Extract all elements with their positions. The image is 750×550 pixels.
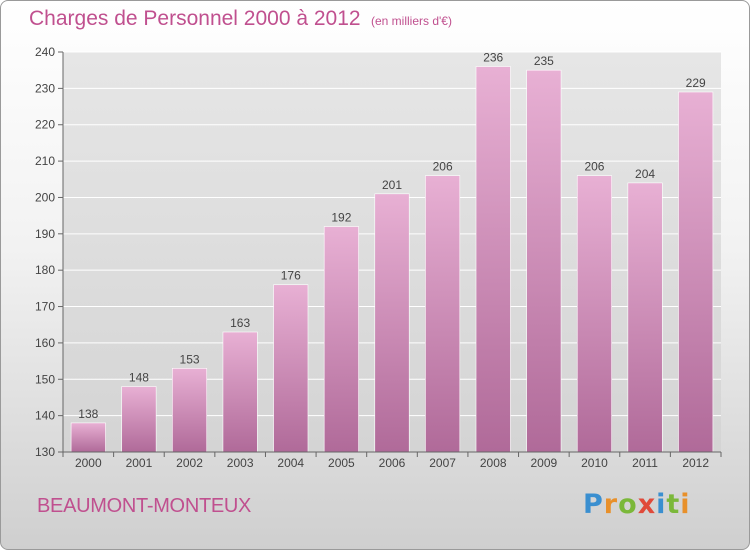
x-tick-label: 2000 [75, 456, 102, 470]
chart-title: Charges de Personnel 2000 à 2012 [29, 7, 361, 30]
logo-letter: P [583, 489, 604, 520]
bar [678, 91, 714, 453]
data-label: 148 [129, 371, 149, 385]
bar [273, 284, 309, 453]
x-tick-label: 2009 [530, 456, 557, 470]
bar [526, 69, 562, 453]
data-label: 138 [78, 407, 98, 421]
x-tick-label: 2001 [126, 456, 153, 470]
bar [323, 226, 359, 453]
bar [576, 175, 612, 453]
y-tick-label: 150 [35, 372, 55, 386]
logo-letter: x [637, 489, 657, 520]
y-tick-label: 170 [35, 300, 55, 314]
data-label: 201 [382, 178, 402, 192]
data-label: 192 [331, 211, 351, 225]
data-label: 235 [534, 54, 554, 68]
y-tick-label: 220 [35, 118, 55, 132]
y-tick-label: 200 [35, 190, 55, 204]
bar [374, 193, 410, 453]
logo-letter: o [618, 489, 638, 520]
chart-subtitle: (en milliers d'€) [371, 14, 452, 28]
bar [425, 175, 461, 453]
bar [627, 182, 663, 453]
x-tick-label: 2008 [480, 456, 507, 470]
x-tick-label: 2005 [328, 456, 355, 470]
data-label: 204 [635, 167, 655, 181]
city-name: BEAUMONT-MONTEUX [37, 495, 252, 517]
y-tick-label: 240 [35, 45, 55, 59]
bar [475, 66, 511, 453]
data-label: 236 [483, 51, 503, 65]
y-tick-label: 130 [35, 445, 55, 459]
data-label: 206 [433, 160, 453, 174]
y-tick-label: 210 [35, 154, 55, 168]
bar [70, 422, 106, 453]
logo-letter: t [666, 489, 681, 520]
y-tick-label: 190 [35, 227, 55, 241]
logo-letter: i [656, 489, 667, 520]
y-tick-label: 160 [35, 336, 55, 350]
bar [222, 331, 258, 453]
x-tick-label: 2007 [429, 456, 456, 470]
y-tick-label: 180 [35, 263, 55, 277]
bar [121, 386, 157, 453]
data-label: 229 [686, 76, 706, 90]
y-tick-label: 140 [35, 409, 55, 423]
bar [172, 368, 208, 453]
x-tick-label: 2004 [277, 456, 304, 470]
x-tick-label: 2006 [379, 456, 406, 470]
logo-letter: r [603, 489, 619, 520]
proxiti-logo[interactable]: Proxiti [583, 489, 691, 520]
x-tick-label: 2003 [227, 456, 254, 470]
data-label: 176 [281, 269, 301, 283]
x-tick-label: 2002 [176, 456, 203, 470]
y-tick-label: 230 [35, 81, 55, 95]
data-label: 163 [230, 316, 250, 330]
x-tick-label: 2012 [682, 456, 709, 470]
x-tick-label: 2010 [581, 456, 608, 470]
x-tick-label: 2011 [632, 456, 658, 470]
data-label: 206 [584, 160, 604, 174]
data-label: 153 [180, 352, 200, 366]
logo-letter: i [680, 489, 691, 520]
